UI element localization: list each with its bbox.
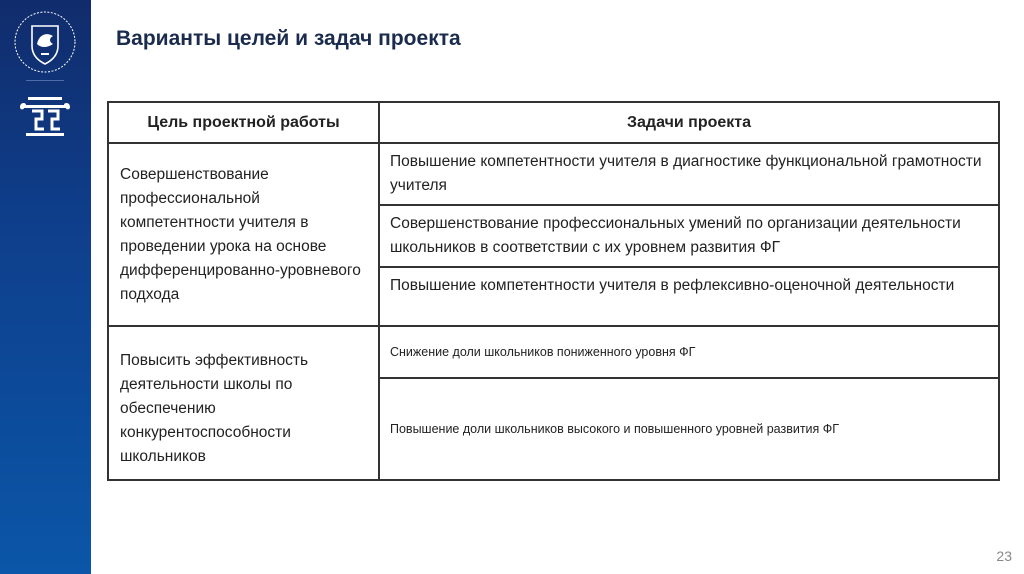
task-cell: Повышение компетентности учителя в рефле… <box>378 266 1000 327</box>
sidebar <box>0 0 91 574</box>
task-cell: Совершенствование профессиональных умени… <box>378 204 1000 268</box>
sidebar-divider <box>26 80 64 81</box>
goal-cell: Повысить эффективность деятельности школ… <box>107 325 380 481</box>
table-header-row: Цель проектной работы Задачи проекта <box>107 101 1000 144</box>
institute-column-logo <box>20 97 70 136</box>
goal-cell: Совершенствование профессиональной компе… <box>107 142 380 327</box>
table-row: Совершенствование профессиональной компе… <box>107 142 1000 327</box>
task-cell: Повышение компетентности учителя в диагн… <box>378 142 1000 206</box>
header-goal: Цель проектной работы <box>107 101 380 144</box>
task-cell: Повышение доли школьников высокого и пов… <box>378 377 1000 481</box>
table-row: Повышение компетентности учителя в рефле… <box>108 266 1000 327</box>
table-row: Совершенствование профессиональных умени… <box>108 204 1000 268</box>
goals-tasks-table: Цель проектной работы Задачи проекта Сов… <box>107 101 1000 481</box>
table-row: Повысить эффективность деятельности школ… <box>107 325 1000 481</box>
slide-title: Варианты целей и задач проекта <box>116 27 461 50</box>
page-number: 23 <box>996 548 1012 564</box>
header-tasks: Задачи проекта <box>378 101 1000 144</box>
table-row: Повышение доли школьников высокого и пов… <box>108 377 1000 481</box>
task-cell: Снижение доли школьников пониженного уро… <box>378 325 1000 379</box>
university-emblem-logo <box>14 11 76 73</box>
